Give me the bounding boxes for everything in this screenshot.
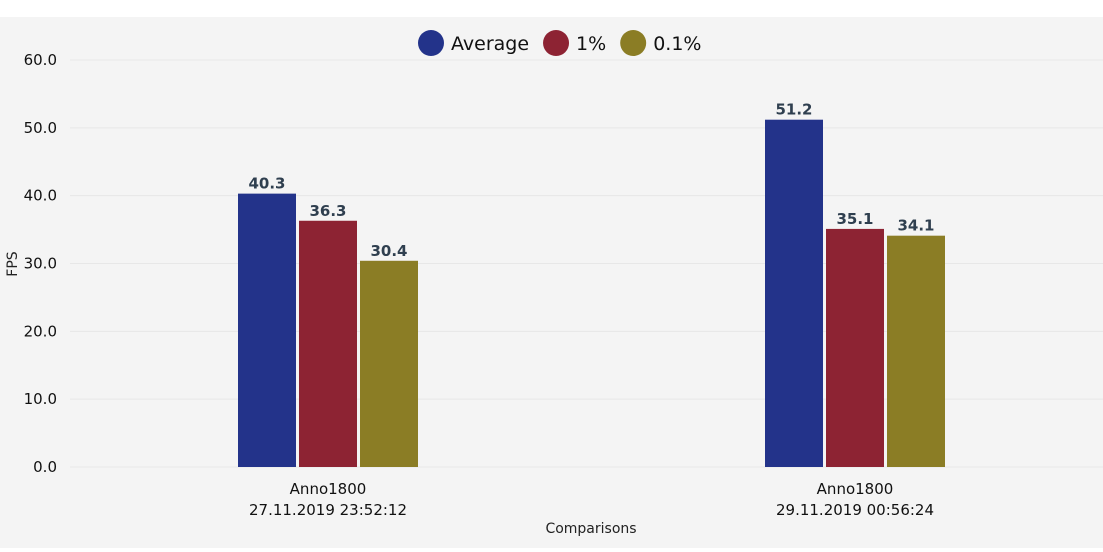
legend[interactable]: Average 1% 0.1% [418, 30, 701, 56]
legend-label: Average [451, 33, 529, 55]
y-tick-label: 60.0 [24, 51, 57, 69]
y-tick-label: 30.0 [24, 255, 57, 273]
legend-label: 1% [576, 33, 606, 55]
bar [299, 220, 357, 467]
x-tick-label: Anno1800 [817, 480, 894, 498]
top-strip [0, 0, 1103, 17]
bar [765, 119, 823, 468]
bar [238, 193, 296, 468]
bar [826, 228, 884, 467]
data-label: 40.3 [248, 175, 285, 193]
y-tick-label: 0.0 [33, 458, 57, 476]
bottom-strip [0, 548, 1103, 552]
legend-label: 0.1% [653, 33, 701, 55]
legend-swatch [620, 30, 647, 56]
data-labels-layer: 40.3 36.3 30.4 51.2 35.1 34.1 [248, 101, 934, 260]
y-tick-label: 10.0 [24, 390, 57, 408]
legend-swatch [418, 30, 444, 56]
y-tick-label: 20.0 [24, 322, 57, 340]
x-tick-label: Anno1800 [290, 480, 367, 498]
x-axis-ticks: Anno1800 27.11.2019 23:52:12 Anno1800 29.11… [249, 480, 934, 519]
y-tick-label: 50.0 [24, 119, 57, 137]
y-tick-label: 40.0 [24, 187, 57, 205]
bar [360, 260, 418, 467]
data-label: 35.1 [836, 210, 873, 228]
grid-layer [70, 59, 1103, 468]
x-tick-label: 27.11.2019 23:52:12 [249, 501, 407, 519]
x-tick-label: 29.11.2019 00:56:24 [776, 501, 934, 519]
y-axis-title: FPS [5, 251, 21, 276]
bar [887, 235, 945, 467]
data-label: 30.4 [370, 242, 407, 260]
legend-swatch [543, 30, 570, 56]
bars-layer [238, 119, 945, 468]
data-label: 34.1 [897, 217, 934, 235]
y-axis-ticks: 0.0 10.0 20.0 30.0 40.0 50.0 60.0 [24, 51, 57, 476]
data-label: 51.2 [775, 101, 812, 119]
data-label: 36.3 [309, 202, 346, 220]
x-axis-title: Comparisons [545, 521, 636, 537]
